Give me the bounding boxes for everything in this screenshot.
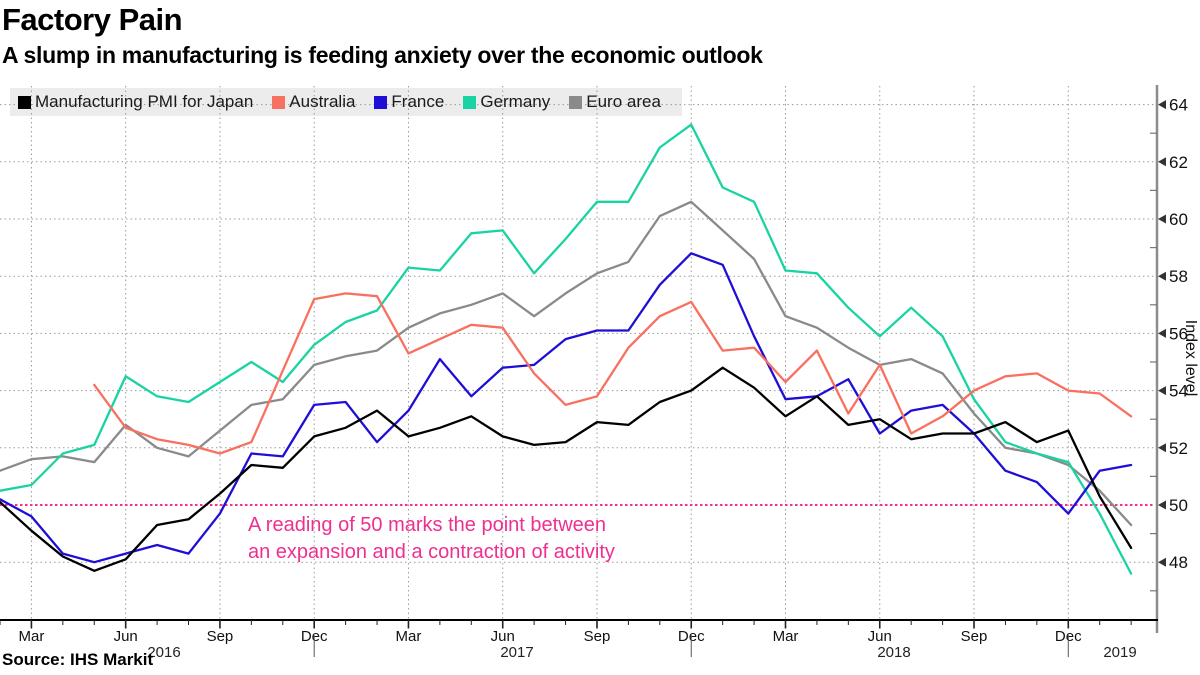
year-label-2016: 2016 [147, 644, 180, 661]
chart-legend: Manufacturing PMI for Japan Australia Fran… [10, 88, 682, 116]
y-tick-label-54: 54 [1169, 382, 1188, 401]
y-axis-tick-arrow [1158, 271, 1166, 281]
legend-item-australia: Australia [272, 92, 355, 112]
source-credit: Source: IHS Markit [2, 650, 154, 669]
y-axis-tick-arrow [1158, 100, 1166, 110]
y-tick-label-64: 64 [1169, 96, 1188, 115]
legend-label-euro-area: Euro area [586, 92, 661, 111]
y-axis-tick-arrow [1158, 157, 1166, 167]
x-tick-label-sep-31: Sep [961, 628, 988, 645]
x-tick-label-sep-19: Sep [584, 628, 611, 645]
annotation-line-1: A reading of 50 marks the point between [248, 514, 607, 536]
legend-label-manufacturing-pmi-for-japan: Manufacturing PMI for Japan [35, 92, 254, 111]
x-tick-label-mar-25: Mar [773, 628, 799, 645]
series-line-germany [0, 123, 1133, 575]
y-tick-label-58: 58 [1169, 267, 1188, 286]
legend-item-germany: Germany [463, 92, 550, 112]
legend-label-france: France [391, 92, 445, 111]
y-axis-title: Index level [1182, 320, 1199, 397]
annotation-line-2: an expansion and a contraction of activi… [248, 541, 615, 563]
legend-label-germany: Germany [480, 92, 551, 111]
legend-swatch-australia [272, 95, 286, 109]
legend-item-manufacturing-pmi-for-japan: Manufacturing PMI for Japan [18, 92, 253, 112]
y-tick-label-52: 52 [1169, 439, 1188, 458]
series-line-manufacturing-pmi-for-japan [0, 366, 1133, 572]
y-tick-label-56: 56 [1169, 324, 1188, 343]
legend-swatch-manufacturing-pmi-for-japan [18, 95, 31, 109]
year-label-2019: 2019 [1103, 644, 1136, 661]
x-tick-label-jun-16: Jun [491, 628, 515, 645]
y-tick-label-50: 50 [1169, 496, 1188, 515]
y-axis-tick-arrow [1158, 328, 1166, 338]
y-axis-tick-arrow [1158, 557, 1166, 567]
series-line-australia [93, 292, 1133, 455]
chart-subtitle: A slump in manufacturing is feeding anxi… [2, 42, 763, 68]
legend-label-australia: Australia [289, 92, 356, 111]
x-tick-label-mar-13: Mar [396, 628, 422, 645]
reference-annotation: A reading of 50 marks the point between … [248, 512, 615, 566]
series-line-france [0, 252, 1133, 564]
legend-item-euro-area: Euro area [569, 92, 661, 112]
legend-swatch-euro-area [569, 95, 583, 109]
x-tick-label-mar-1: Mar [18, 628, 44, 645]
x-tick-label-jun-28: Jun [868, 628, 892, 645]
year-label-2018: 2018 [877, 644, 910, 661]
y-tick-label-48: 48 [1169, 553, 1188, 572]
y-axis-tick-arrow [1158, 214, 1166, 224]
x-tick-label-jun-4: Jun [114, 628, 138, 645]
year-label-2017: 2017 [500, 644, 533, 661]
legend-swatch-germany [463, 95, 477, 109]
x-tick-label-sep-7: Sep [207, 628, 234, 645]
y-axis-tick-arrow [1158, 443, 1166, 453]
y-tick-label-60: 60 [1169, 210, 1188, 229]
y-axis-tick-arrow [1158, 500, 1166, 510]
y-axis-tick-arrow [1158, 386, 1166, 396]
y-tick-label-62: 62 [1169, 153, 1188, 172]
legend-item-france: France [374, 92, 444, 112]
chart-title: Factory Pain [2, 2, 183, 37]
series-line-euro-area [0, 200, 1133, 527]
legend-swatch-france [374, 95, 388, 109]
